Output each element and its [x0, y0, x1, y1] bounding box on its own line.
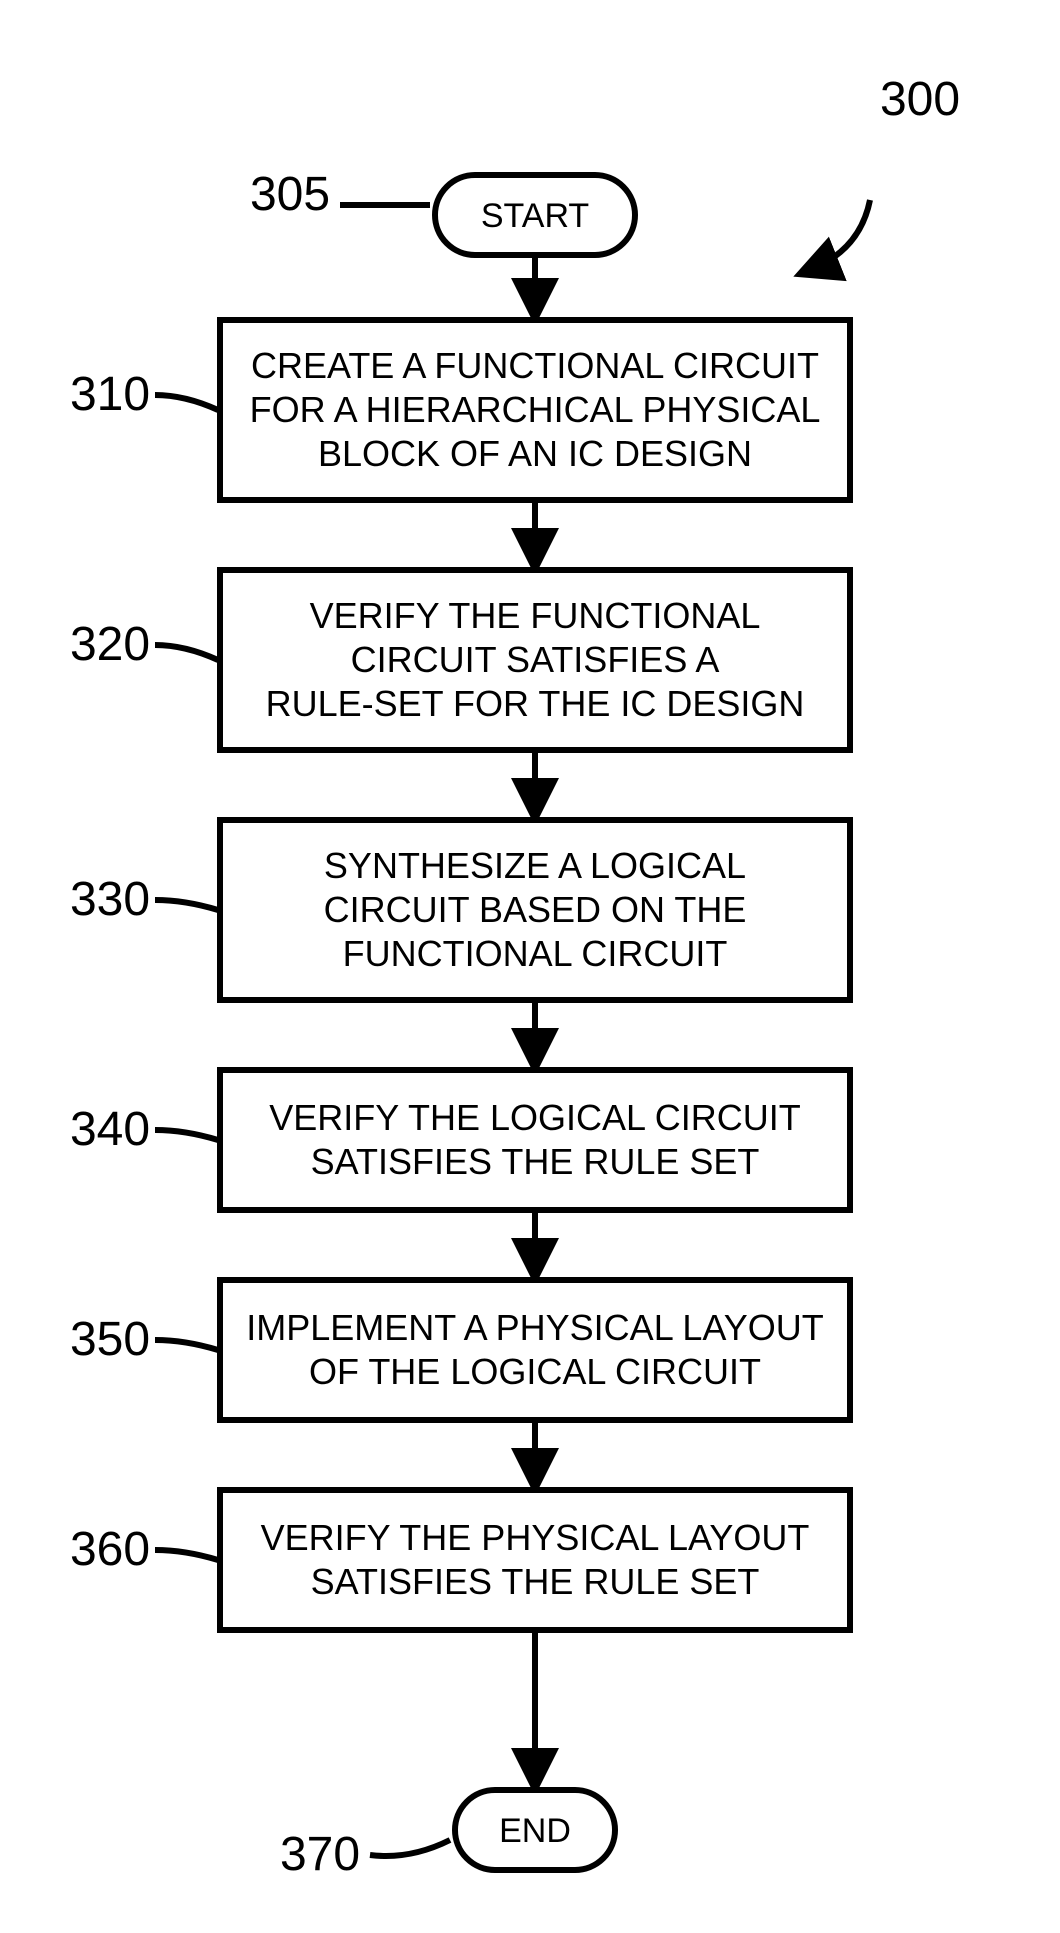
step-330-line-2: FUNCTIONAL CIRCUIT	[343, 933, 728, 974]
figure-ref-300: 300	[880, 73, 960, 126]
step-330-line-0: SYNTHESIZE A LOGICAL	[324, 845, 746, 886]
step-320-line-1: CIRCUIT SATISFIES A	[351, 639, 720, 680]
ref-370: 370	[280, 1828, 360, 1881]
step-box-350	[220, 1280, 850, 1420]
end-label: END	[499, 1812, 571, 1850]
step-340-line-1: SATISFIES THE RULE SET	[311, 1141, 760, 1182]
step-330-line-1: CIRCUIT BASED ON THE	[324, 889, 747, 930]
step-360-line-1: SATISFIES THE RULE SET	[311, 1561, 760, 1602]
flowchart-diagram: 300 START 305 CREATE A FUNCTIONAL CIRCUITFO…	[0, 0, 1060, 1933]
step-320-line-0: VERIFY THE FUNCTIONAL	[310, 595, 761, 636]
ref-330: 330	[70, 873, 150, 926]
step-350-line-0: IMPLEMENT A PHYSICAL LAYOUT	[246, 1307, 824, 1348]
step-320-line-2: RULE-SET FOR THE IC DESIGN	[266, 683, 805, 724]
ref-310: 310	[70, 368, 150, 421]
start-label: START	[481, 197, 589, 235]
step-310-line-1: FOR A HIERARCHICAL PHYSICAL	[250, 389, 821, 430]
ref-320: 320	[70, 618, 150, 671]
step-350-line-1: OF THE LOGICAL CIRCUIT	[309, 1351, 761, 1392]
step-box-340	[220, 1070, 850, 1210]
ref-360: 360	[70, 1523, 150, 1576]
step-310-line-0: CREATE A FUNCTIONAL CIRCUIT	[251, 345, 819, 386]
step-310-line-2: BLOCK OF AN IC DESIGN	[318, 433, 752, 474]
ref-350: 350	[70, 1313, 150, 1366]
ref-305: 305	[250, 168, 330, 221]
step-340-line-0: VERIFY THE LOGICAL CIRCUIT	[269, 1097, 800, 1138]
step-360-line-0: VERIFY THE PHYSICAL LAYOUT	[261, 1517, 810, 1558]
step-box-360	[220, 1490, 850, 1630]
ref-340: 340	[70, 1103, 150, 1156]
